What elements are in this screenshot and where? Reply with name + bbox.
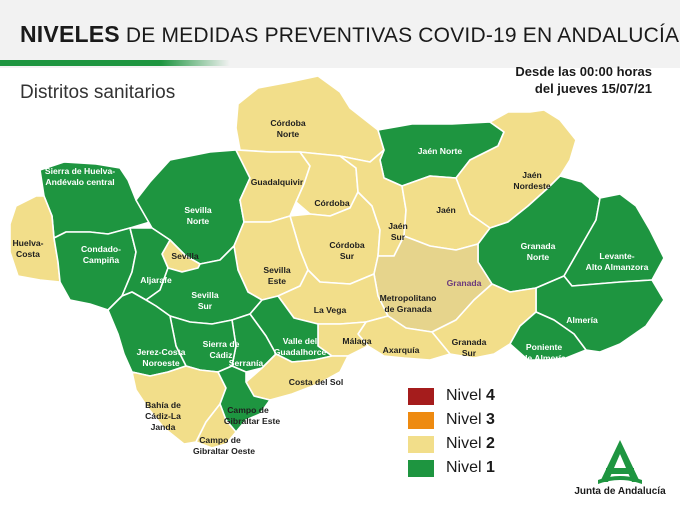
label-cg-oeste-1: Campo de bbox=[199, 435, 241, 445]
map-subtitle: Distritos sanitarios bbox=[20, 82, 176, 103]
label-granada-norte-2: Norte bbox=[527, 252, 550, 262]
label-serrania: Serranía bbox=[229, 358, 264, 368]
label-almeria: Almería bbox=[566, 315, 598, 325]
legend-item-nivel-1: Nivel 1 bbox=[408, 456, 495, 480]
title-rest: DE MEDIDAS PREVENTIVAS COVID-19 EN ANDAL… bbox=[125, 24, 680, 47]
label-jaen-nordeste-1: Jaén bbox=[522, 170, 542, 180]
date-line-2: del jueves 15/07/21 bbox=[534, 81, 652, 96]
legend-swatch bbox=[408, 435, 434, 453]
label-cg-este-2: Gibraltar Este bbox=[224, 416, 281, 426]
label-poniente-2: de Almería bbox=[522, 353, 566, 363]
district-campo-gibraltar-oeste[interactable] bbox=[195, 403, 237, 449]
label-sierra-cadiz-1: Sierra de bbox=[203, 339, 240, 349]
district-poniente-almeria[interactable] bbox=[509, 311, 587, 361]
label-valle-2: Guadalhorce bbox=[274, 347, 327, 357]
label-sevilla: Sevilla bbox=[171, 251, 198, 261]
label-huelva-costa-1: Huelva- bbox=[12, 238, 43, 248]
label-metro-2: de Granada bbox=[384, 304, 432, 314]
legend-item-nivel-2: Nivel 2 bbox=[408, 432, 495, 456]
label-costa-sol: Costa del Sol bbox=[289, 377, 343, 387]
junta-logo-icon bbox=[598, 440, 642, 484]
title-bold: NIVELES bbox=[20, 21, 120, 47]
label-levante-1: Levante- bbox=[599, 251, 634, 261]
label-sevilla-sur-1: Sevilla bbox=[191, 290, 218, 300]
label-malaga: Málaga bbox=[342, 336, 371, 346]
legend-label: Nivel 4 bbox=[446, 387, 495, 404]
label-cordoba-sur-1: Córdoba bbox=[329, 240, 365, 250]
header-accent-bar bbox=[0, 60, 230, 66]
label-bahia-2: Cádiz-La bbox=[145, 411, 181, 421]
district-jerez-costa-noroeste[interactable] bbox=[107, 291, 187, 377]
logo-text: Junta de Andalucía bbox=[574, 486, 666, 497]
label-granada-norte-1: Granada bbox=[521, 241, 556, 251]
legend-swatch bbox=[408, 459, 434, 477]
label-cordoba-norte-2: Norte bbox=[277, 129, 300, 139]
label-jaen-norte: Jaén Norte bbox=[418, 146, 463, 156]
label-aljarafe: Aljarafe bbox=[140, 275, 172, 285]
label-poniente-1: Poniente bbox=[526, 342, 563, 352]
junta-andalucia-logo: Junta de Andalucía bbox=[570, 438, 670, 500]
label-jaen-sur-1: Jaén bbox=[388, 221, 408, 231]
legend: Nivel 4 Nivel 3 Nivel 2 Nivel 1 bbox=[408, 384, 495, 480]
legend-swatch bbox=[408, 387, 434, 405]
label-la-vega: La Vega bbox=[314, 305, 347, 315]
label-sierra-huelva-1: Sierra de Huelva- bbox=[45, 166, 115, 176]
legend-item-nivel-4: Nivel 4 bbox=[408, 384, 495, 408]
label-sierra-huelva-2: Andévalo central bbox=[45, 177, 114, 187]
label-cordoba: Córdoba bbox=[314, 198, 350, 208]
label-cordoba-sur-2: Sur bbox=[340, 251, 355, 261]
label-sevilla-norte-1: Sevilla bbox=[184, 205, 211, 215]
legend-item-nivel-3: Nivel 3 bbox=[408, 408, 495, 432]
label-granada-city: Granada bbox=[447, 278, 482, 288]
district-cordoba-norte[interactable] bbox=[235, 75, 385, 163]
label-condado-1: Condado- bbox=[81, 244, 121, 254]
label-bahia-1: Bahía de bbox=[145, 400, 181, 410]
label-granada-sur-2: Sur bbox=[462, 348, 477, 358]
label-guadalquivir: Guadalquivir bbox=[251, 177, 304, 187]
label-granada-sur-1: Granada bbox=[452, 337, 487, 347]
legend-swatch bbox=[408, 411, 434, 429]
label-sevilla-este-1: Sevilla bbox=[263, 265, 290, 275]
label-sierra-cadiz-2: Cádiz bbox=[210, 350, 233, 360]
district-guadalquivir[interactable] bbox=[235, 149, 311, 223]
legend-label: Nivel 1 bbox=[446, 459, 495, 476]
legend-label: Nivel 3 bbox=[446, 411, 495, 428]
legend-label: Nivel 2 bbox=[446, 435, 495, 452]
label-jaen: Jaén bbox=[436, 205, 456, 215]
label-condado-2: Campiña bbox=[83, 255, 120, 265]
label-cg-este-1: Campo de bbox=[227, 405, 269, 415]
label-metro-1: Metropolitano bbox=[380, 293, 437, 303]
label-jaen-sur-2: Sur bbox=[391, 232, 406, 242]
label-sevilla-sur-2: Sur bbox=[198, 301, 213, 311]
label-cg-oeste-2: Gibraltar Oeste bbox=[193, 446, 255, 456]
date-line-1: Desde las 00:00 horas bbox=[515, 64, 652, 79]
header-band bbox=[0, 0, 680, 68]
label-axarquia: Axarquía bbox=[383, 345, 420, 355]
label-jaen-nordeste-2: Nordeste bbox=[513, 181, 550, 191]
page-title: NIVELES DE MEDIDAS PREVENTIVAS COVID-19 … bbox=[20, 21, 679, 48]
label-jerez-2: Noroeste bbox=[142, 358, 179, 368]
label-valle-1: Valle del bbox=[283, 336, 317, 346]
label-huelva-costa-2: Costa bbox=[16, 249, 40, 259]
label-sevilla-norte-2: Norte bbox=[187, 216, 210, 226]
label-cordoba-norte-1: Córdoba bbox=[270, 118, 306, 128]
label-levante-2: Alto Almanzora bbox=[586, 262, 649, 272]
label-jerez-1: Jerez-Costa bbox=[137, 347, 186, 357]
label-bahia-3: Janda bbox=[151, 422, 176, 432]
label-sevilla-este-2: Este bbox=[268, 276, 286, 286]
